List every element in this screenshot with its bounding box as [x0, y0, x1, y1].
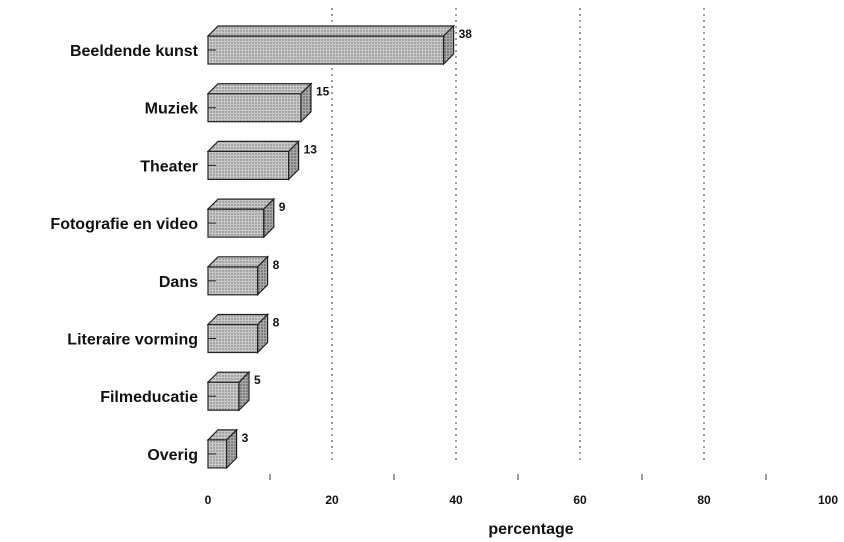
bar-7: 3: [206, 428, 249, 470]
bar-0: 38: [206, 24, 473, 66]
tick-label: 60: [573, 493, 587, 507]
category-label: Overig: [147, 447, 198, 464]
bar-side: [288, 139, 300, 181]
tick-label: 40: [449, 493, 463, 507]
category-label: Literaire vorming: [67, 332, 198, 349]
tick-label: 100: [818, 493, 838, 507]
bar-2: 13: [206, 139, 318, 181]
category-label: Dans: [159, 274, 198, 291]
data-label: 8: [273, 316, 280, 330]
bar-3: 9: [206, 197, 286, 239]
data-label: 9: [279, 200, 286, 214]
category-label: Muziek: [145, 101, 198, 118]
tick-label: 0: [205, 493, 212, 507]
bars: 38 15 13 9 8 8 5 3: [206, 24, 473, 470]
bar-front: [207, 150, 290, 180]
bar-top: [206, 198, 276, 210]
tick-label: 80: [697, 493, 711, 507]
data-label: 3: [242, 431, 249, 445]
category-label: Beeldende kunst: [70, 43, 199, 60]
data-label: 38: [459, 27, 473, 41]
bar-5: 8: [206, 313, 280, 354]
bar-4: 8: [206, 255, 280, 297]
tick-label: 20: [325, 493, 339, 507]
bar-side: [226, 428, 238, 470]
bar-side: [238, 370, 250, 412]
bar-top: [206, 83, 313, 95]
category-label: Fotografie en video: [50, 216, 198, 233]
bar-front: [207, 35, 445, 65]
data-label: 13: [304, 142, 318, 156]
x-axis-title: percentage: [488, 521, 573, 538]
bar-side: [263, 197, 275, 239]
bar-top: [206, 140, 301, 152]
category-labels: Beeldende kunst Muziek Theater Fotografie e…: [50, 43, 198, 464]
bar-top: [206, 25, 456, 37]
bar-front: [207, 266, 259, 296]
grid-lines: [331, 8, 705, 462]
bar-side: [300, 82, 312, 124]
category-label: Filmeducatie: [100, 389, 198, 406]
bar-side: [443, 24, 455, 66]
bar-1: 15: [206, 82, 330, 124]
bar-side: [257, 313, 269, 354]
bar-front: [207, 93, 302, 123]
data-label: 8: [273, 258, 280, 272]
bar-6: 5: [206, 370, 261, 412]
bar-front: [207, 208, 265, 238]
x-axis: 0 20 40 60 80 100: [205, 474, 838, 507]
category-label: Theater: [140, 158, 198, 175]
data-label: 15: [316, 85, 330, 99]
bar-side: [257, 255, 269, 297]
data-label: 5: [254, 373, 261, 387]
